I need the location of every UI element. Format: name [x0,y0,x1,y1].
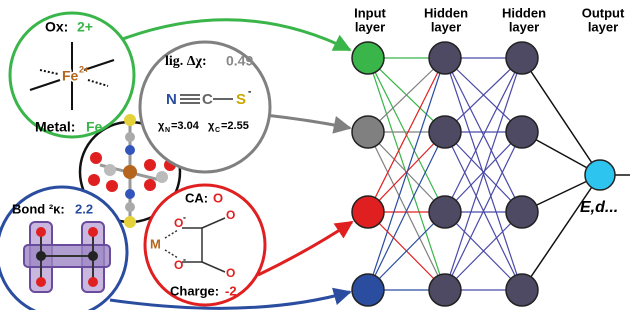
chi-sub: C [215,127,220,134]
diagram: Ox: 2+ Fe 2+ Metal: Fe lig. Δχ: 0.49 N C… [0,0,633,310]
minus: - [183,254,186,264]
hidden-neuron [429,196,461,228]
ox-value: 2+ [77,19,93,35]
layer-label: layer [509,19,539,34]
arrow [120,20,350,50]
ca-label: CA: [185,190,208,205]
hidden-neuron [506,196,538,228]
layer-label: Input [354,5,386,20]
input-neuron [352,42,384,74]
ox-label: Ox: [45,19,68,35]
connection [522,58,600,175]
charge-label: Charge: [170,283,219,298]
layer-label: layer [588,19,618,34]
chi-sub: N [165,127,170,134]
metal-label: Metal: [35,119,75,135]
layer-label: layer [355,19,385,34]
oxygen: O [174,258,183,272]
arrow [258,222,352,275]
bond-value: 2.2 [75,201,93,216]
layer-label: Hidden [424,5,468,20]
layer-label: layer [431,19,461,34]
hidden-neuron [506,274,538,306]
oxygen: O [174,216,183,230]
input-neuron [352,196,384,228]
bond-label: Bond ²κ: [12,201,65,216]
layer-label: Hidden [502,5,546,20]
input-neuron [352,274,384,306]
ca-value: O [213,190,223,205]
atom: C [202,91,213,108]
hidden-neuron [429,116,461,148]
metal-value: Fe [86,119,103,135]
chi-symbol: χ [208,120,215,132]
metal-charge: 2+ [79,64,89,74]
output-label: E,d... [580,199,618,216]
atom: S [236,91,246,108]
layer-label: Output [582,5,625,20]
delta-chi-label: lig. Δχ: [165,54,207,69]
delta-chi-value: 0.49 [226,53,253,69]
input-neuron [352,116,384,148]
hidden-neuron [506,42,538,74]
chi-value: =3.04 [171,120,200,132]
oxygen: O [226,266,235,280]
chi-value: =2.55 [221,120,249,132]
arrow [265,115,350,128]
output-neuron [585,160,615,190]
hidden-neuron [429,274,461,306]
connection [522,175,600,290]
atom: N [166,91,177,108]
charge-value: -2 [225,283,237,298]
hidden-neuron [506,116,538,148]
metal-m: M [150,236,161,251]
metal-symbol: Fe [62,68,79,84]
hidden-neuron [429,42,461,74]
chi-symbol: χ [158,120,165,132]
oxygen: O [226,208,235,222]
atom-charge: - [248,87,251,98]
minus: - [183,212,186,222]
